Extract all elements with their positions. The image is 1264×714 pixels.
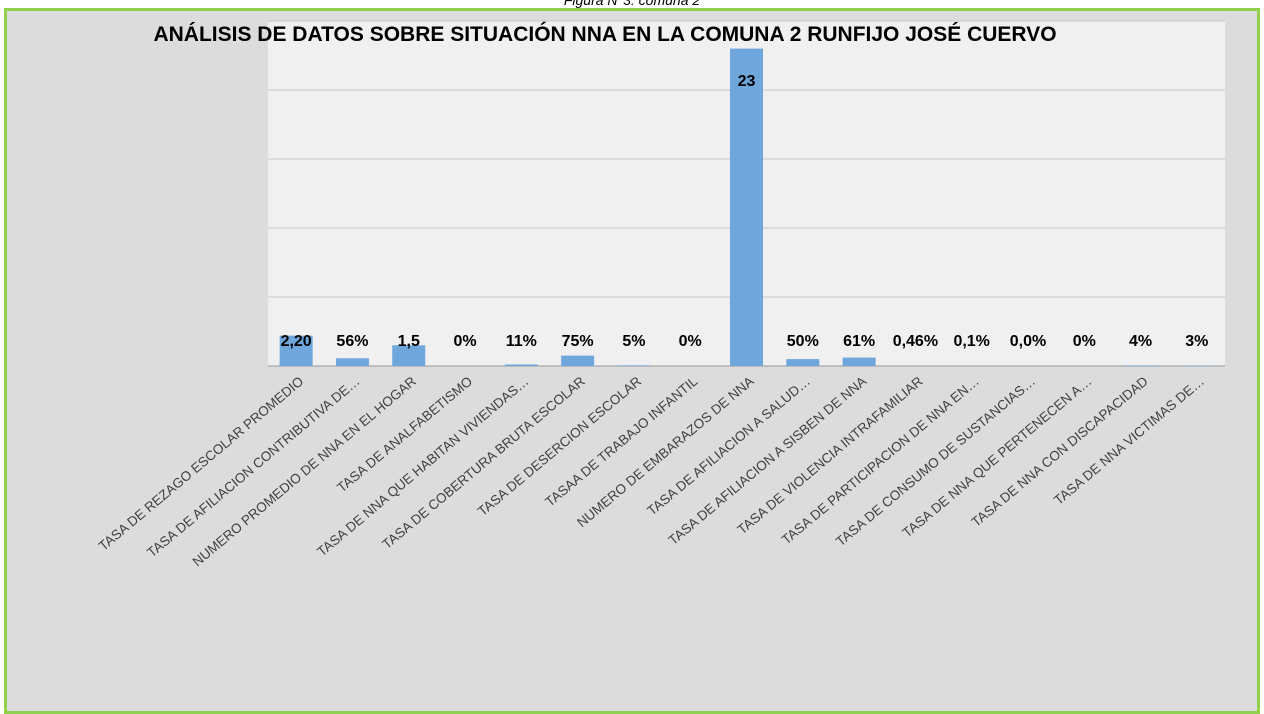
x-tick-label: TASA DE PARTICIPACION DE NNA EN… — [779, 374, 982, 548]
bar — [505, 364, 538, 366]
data-label: 1,5 — [398, 333, 420, 350]
figure-caption: Figura N°3: comuna 2 — [0, 0, 1264, 8]
x-tick-label: TASA DE AFILIACION A SISBEN DE NNA — [666, 374, 870, 548]
bar — [617, 365, 650, 366]
bar — [336, 358, 369, 366]
data-label: 56% — [336, 333, 368, 350]
bar — [1124, 365, 1157, 366]
bar — [730, 49, 763, 366]
bar — [561, 356, 594, 366]
data-label: 3% — [1185, 333, 1208, 350]
bar — [843, 358, 876, 366]
data-label: 23 — [738, 73, 756, 90]
x-tick-label: TASA DE REZAGO ESCOLAR PROMEDIO — [96, 374, 307, 554]
data-label: 61% — [843, 333, 875, 350]
data-label: 0% — [1073, 333, 1096, 350]
data-label: 0,1% — [953, 333, 989, 350]
data-label: 11% — [506, 333, 537, 350]
data-label: 0% — [453, 333, 476, 350]
data-label: 50% — [787, 333, 819, 350]
x-tick-label: TASA DE NNA QUE HABITAN VIVIENDAS… — [314, 374, 531, 560]
data-label: 75% — [562, 333, 594, 350]
chart-title: ANÁLISIS DE DATOS SOBRE SITUACIÓN NNA EN… — [110, 22, 1100, 47]
data-label: 4% — [1129, 333, 1152, 350]
x-tick-label: TASA DE AFILIACION CONTRIBUTIVA DE… — [144, 374, 362, 561]
bar — [786, 359, 819, 366]
data-label: 0,0% — [1010, 333, 1046, 350]
data-label: 0,46% — [893, 333, 938, 350]
data-label: 5% — [622, 333, 645, 350]
data-label: 2,20 — [281, 333, 312, 350]
x-tick-label: TASA DE CONSUMO DE SUSTANCIAS… — [833, 374, 1038, 550]
data-label: 0% — [679, 333, 702, 350]
x-tick-label: TASA DE COBERTURA BRUTA ESCOLAR — [379, 373, 588, 551]
